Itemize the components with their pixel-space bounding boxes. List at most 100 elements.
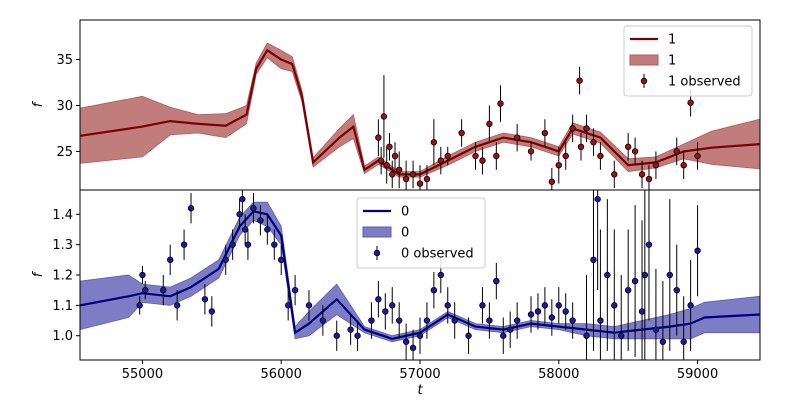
observed-point	[611, 302, 618, 309]
observed-point	[673, 148, 680, 155]
observed-point	[641, 271, 649, 279]
observed-point	[250, 205, 257, 212]
legend-point-swatch	[640, 77, 648, 85]
y-tick-label: 1.3	[52, 238, 73, 253]
observed-point	[680, 161, 687, 169]
x-tick-label: 55000	[122, 367, 163, 382]
legend-label: 0 observed	[401, 247, 474, 262]
observed-point	[375, 296, 382, 303]
y-tick-label: 1.0	[52, 329, 73, 344]
plot-area	[80, 190, 760, 360]
observed-point	[548, 178, 556, 185]
bottom-panel: 1.0 1.1 1.2 1.3 1.4 f 55000 56000 57000 58000 5900…	[31, 189, 761, 398]
observed-point	[409, 344, 417, 352]
legend-label: 0	[401, 205, 409, 220]
observed-point	[666, 271, 673, 279]
observed-point	[187, 205, 195, 212]
observed-point	[680, 338, 687, 345]
observed-point	[548, 314, 556, 321]
legend-band-swatch	[362, 226, 392, 238]
observed-point	[611, 171, 618, 178]
legend-box	[623, 25, 753, 97]
observed-point	[402, 338, 410, 345]
observed-point	[638, 308, 646, 315]
observed-point	[659, 338, 667, 345]
observed-point	[354, 332, 361, 339]
x-tick-label: 57000	[399, 367, 440, 382]
observed-point	[319, 317, 327, 324]
y-axis-label: f	[31, 270, 46, 277]
observed-point	[333, 332, 340, 339]
y-tick-label: 1.4	[52, 208, 73, 223]
observed-point	[167, 256, 174, 264]
observed-point	[139, 271, 146, 279]
observed-point	[391, 152, 399, 160]
observed-point	[687, 99, 694, 106]
observed-point	[583, 125, 590, 132]
observed-point	[386, 143, 393, 151]
y-axis-label: f	[31, 100, 46, 107]
legend: 1 1 1 observed	[623, 25, 753, 97]
observed-point	[284, 302, 292, 309]
observed-point	[594, 195, 601, 203]
legend-label: 1	[668, 54, 676, 69]
observed-point	[493, 152, 500, 160]
observed-point	[173, 302, 181, 309]
observed-point	[541, 302, 549, 309]
observed-point	[437, 271, 445, 279]
observed-point	[631, 148, 639, 155]
observed-point	[389, 171, 396, 178]
observed-point	[136, 302, 143, 309]
observed-point	[534, 308, 542, 315]
observed-point	[278, 256, 285, 264]
observed-point	[604, 271, 611, 279]
observed-point	[577, 143, 585, 151]
observed-point	[395, 317, 403, 324]
observed-point	[590, 139, 597, 146]
observed-point	[687, 302, 694, 309]
observed-point	[239, 195, 246, 203]
legend-label: 1	[668, 33, 676, 48]
observed-point	[507, 326, 514, 333]
observed-point	[624, 143, 632, 151]
observed-point	[527, 311, 535, 318]
observed-point	[631, 277, 639, 285]
legend-band-swatch	[629, 54, 659, 66]
observed-point	[208, 308, 216, 315]
x-tick-label: 59000	[677, 367, 718, 382]
observed-point	[416, 180, 424, 187]
observed-point	[229, 241, 236, 248]
observed-point	[486, 317, 493, 324]
observed-point	[597, 152, 604, 160]
observed-point	[444, 152, 451, 160]
observed-point	[402, 175, 410, 183]
observed-point	[241, 226, 249, 233]
observed-point	[562, 308, 569, 315]
observed-point	[465, 332, 472, 339]
observed-point	[555, 302, 562, 309]
observed-point	[430, 139, 438, 146]
observed-point	[652, 161, 660, 169]
observed-point	[513, 317, 521, 324]
observed-point	[576, 77, 583, 84]
y-tick-label: 1.1	[52, 299, 73, 314]
observed-point	[382, 308, 389, 315]
observed-point	[493, 277, 500, 285]
observed-point	[244, 241, 252, 248]
observed-point	[375, 134, 382, 141]
observed-point	[597, 317, 604, 324]
observed-point	[569, 125, 576, 132]
observed-point	[377, 157, 385, 164]
observed-point	[541, 129, 549, 137]
observed-point	[555, 161, 562, 169]
observed-point	[236, 211, 243, 218]
observed-point	[673, 286, 680, 294]
observed-point	[472, 152, 479, 160]
observed-point	[569, 317, 576, 324]
observed-point	[368, 317, 375, 324]
observed-point	[458, 129, 465, 137]
observed-point	[142, 286, 149, 294]
observed-point	[645, 175, 653, 183]
y-tick-label: 30	[56, 99, 73, 114]
